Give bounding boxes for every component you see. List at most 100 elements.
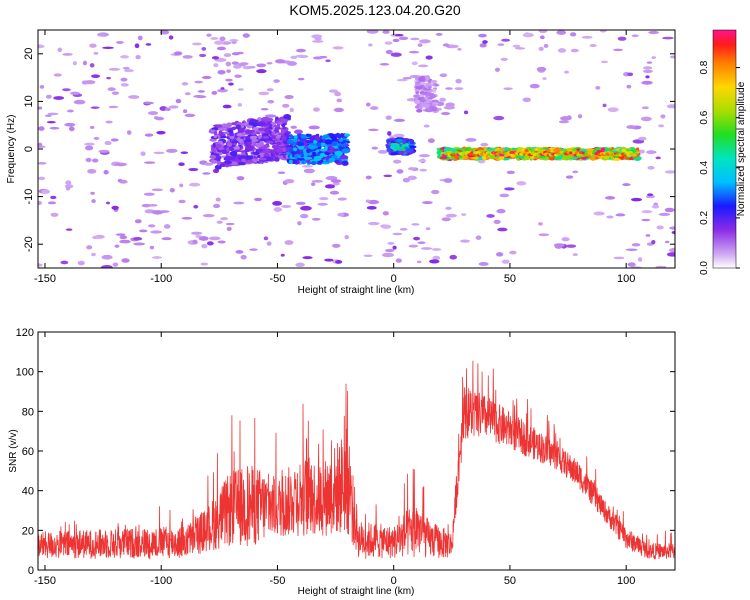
spectrogram-cell <box>613 256 625 260</box>
spectrogram-cell <box>273 125 281 128</box>
spectrogram-cell <box>224 160 233 165</box>
spectrogram-cell <box>266 141 274 144</box>
spectrogram-cell <box>432 88 437 93</box>
spectrogram-cell <box>430 79 438 84</box>
spectrogram-cell <box>393 118 406 122</box>
spectrogram-cell <box>529 83 540 89</box>
spectrogram-cell <box>271 144 281 149</box>
spectrogram-cell <box>241 158 246 163</box>
snr-y-ticks: 0 20 40 60 80 100 120 <box>16 327 675 577</box>
spectrogram-cell <box>229 132 234 137</box>
spectrogram-cell <box>424 75 431 81</box>
spectrogram-xtick-label: 100 <box>617 273 635 285</box>
spectrogram-cell <box>443 148 447 153</box>
spectrogram-cell <box>312 151 317 156</box>
spectrogram-ytick-label: -10 <box>23 189 35 205</box>
spectrogram-cell <box>425 227 431 231</box>
spectrogram-cell <box>226 147 230 152</box>
spectrogram-cell <box>642 69 653 73</box>
spectrogram-cell <box>237 161 247 166</box>
spectrogram-cell <box>381 252 394 258</box>
spectrogram-cell <box>599 30 607 33</box>
spectrogram-cell <box>455 78 462 84</box>
spectrogram-cell <box>379 63 390 66</box>
spectrogram-xtick-label: -150 <box>34 273 56 285</box>
spectrogram-cell <box>415 85 423 90</box>
spectrogram-cell <box>226 226 232 232</box>
spectrogram-cell <box>497 227 508 232</box>
spectrogram-cell <box>648 30 660 35</box>
spectrogram-cell <box>193 204 199 209</box>
spectrogram-cell <box>50 195 57 200</box>
spectrogram-cell <box>147 111 159 116</box>
spectrogram-cell <box>271 135 276 140</box>
spectrogram-cell <box>318 197 329 201</box>
colorbar-ticks: 0.0 0.2 0.4 0.6 0.8 <box>699 60 740 275</box>
spectrogram-cell <box>212 168 220 174</box>
spectrogram-cell <box>516 181 527 186</box>
spectrogram-cell <box>291 151 295 155</box>
spectrogram-y-axis-label: Frequency (Hz) <box>6 115 17 184</box>
spectrogram-cell <box>237 102 243 107</box>
spectrogram-cell <box>217 127 227 131</box>
spectrogram-cell <box>422 201 433 205</box>
spectrogram-cell <box>295 54 307 58</box>
spectrogram-cell <box>538 222 543 226</box>
spectrogram-cell <box>445 206 452 210</box>
spectrogram-cell <box>57 47 63 53</box>
spectrogram-cell <box>645 234 651 237</box>
spectrogram-cell <box>226 122 233 128</box>
spectrogram-cell <box>314 136 321 142</box>
spectrogram-cell <box>589 44 597 47</box>
spectrogram-cell <box>585 148 595 152</box>
spectrogram-cell <box>394 33 404 37</box>
spectrogram-cell <box>92 235 99 239</box>
spectrogram-cell <box>228 82 234 86</box>
spectrogram-cell <box>478 33 487 38</box>
snr-xtick-label: -150 <box>34 575 56 587</box>
spectrogram-cell <box>509 250 517 255</box>
spectrogram-cell <box>108 105 119 109</box>
spectrogram-cell <box>144 133 154 137</box>
spectrogram-cell <box>401 144 406 148</box>
spectrogram-cell <box>418 76 426 82</box>
spectrogram-cell <box>522 97 531 103</box>
spectrogram-cell <box>202 214 215 218</box>
spectrogram-cell <box>655 265 667 268</box>
spectrogram-cell <box>284 240 294 245</box>
spectrogram-cell <box>664 240 670 244</box>
spectrogram-cell <box>164 107 171 112</box>
spectrogram-cell <box>638 136 647 141</box>
spectrogram-cell <box>229 38 239 42</box>
spectrogram-cell <box>396 169 404 174</box>
spectrogram-cell <box>296 48 306 53</box>
spectrogram-cell <box>312 139 318 144</box>
spectrogram-cell <box>115 233 126 236</box>
spectrogram-cell <box>115 162 127 167</box>
spectrogram-cell <box>565 175 574 179</box>
spectrogram-cell <box>418 159 427 162</box>
spectrogram-cell <box>564 70 569 74</box>
spectrogram-cell <box>311 40 324 43</box>
spectrogram-cell <box>178 162 185 167</box>
snr-xtick-label: 0 <box>391 575 397 587</box>
spectrogram-cell <box>651 240 656 245</box>
spectrogram-y-ticks: -20 -10 0 10 20 <box>23 48 675 252</box>
spectrogram-cell <box>108 67 121 71</box>
spectrogram-cell <box>658 212 671 216</box>
spectrogram-cell <box>290 125 297 129</box>
spectrogram-cell <box>65 228 73 231</box>
spectrogram-cell <box>423 124 430 128</box>
spectrogram-cell <box>536 66 547 72</box>
spectrogram-cell <box>280 253 285 257</box>
spectrogram-cell <box>282 103 290 108</box>
spectrogram-cell <box>132 236 143 241</box>
spectrogram-cell <box>554 244 563 249</box>
spectrogram-cell <box>248 65 256 69</box>
spectrogram-cell <box>370 106 379 110</box>
spectrogram-cell <box>212 203 221 209</box>
snr-ytick-label: 80 <box>22 406 34 418</box>
spectrogram-cell <box>244 138 252 143</box>
spectrogram-cell <box>446 147 451 152</box>
